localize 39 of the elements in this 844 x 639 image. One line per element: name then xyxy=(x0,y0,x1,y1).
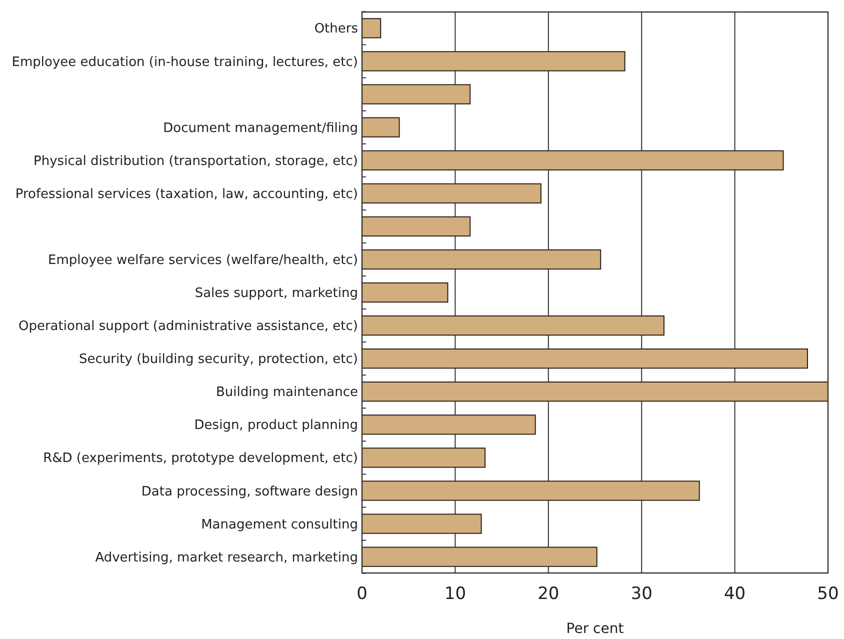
bar xyxy=(362,382,828,402)
bar xyxy=(362,18,382,38)
bar xyxy=(362,84,471,104)
bar xyxy=(362,216,471,237)
x-tick-label: 20 xyxy=(538,584,560,604)
y-tick-label: Employee welfare services (welfare/health, etc) xyxy=(48,253,358,268)
y-tick-label: Building maintenance xyxy=(216,385,358,400)
y-tick-label: Document management/filing xyxy=(163,120,358,136)
y-tick-label: Security (building security, protection, etc) xyxy=(79,352,358,368)
y-tick-label: Employee education (in-house training, lectures, etc) xyxy=(12,54,358,70)
bar xyxy=(362,249,602,270)
bar xyxy=(362,414,536,435)
x-tick-label: 40 xyxy=(724,584,746,604)
y-tick-label: Operational support (administrative assistance, etc) xyxy=(18,319,358,334)
y-tick-label: Data processing, software design xyxy=(141,484,358,500)
y-tick-label: Design, product planning xyxy=(194,418,358,434)
bar xyxy=(362,51,626,72)
y-tick-label: Professional services (taxation, law, accounting, etc) xyxy=(15,186,358,202)
bar xyxy=(362,282,448,303)
bar xyxy=(362,315,664,336)
bar xyxy=(362,546,598,567)
bar xyxy=(362,448,486,468)
y-tick-label: Physical distribution (transportation, storage, etc) xyxy=(34,154,358,169)
x-tick-label: 30 xyxy=(630,584,652,604)
y-tick-label: Management consulting xyxy=(201,517,358,532)
x-axis-title: Per cent xyxy=(566,621,624,637)
x-tick-label: 50 xyxy=(817,584,839,604)
bar xyxy=(362,348,808,369)
bar xyxy=(362,183,542,204)
x-tick-label: 10 xyxy=(444,584,466,604)
bar xyxy=(362,480,700,501)
bar xyxy=(362,117,400,138)
bar xyxy=(362,150,784,170)
x-tick-label: 0 xyxy=(356,584,368,604)
y-tick-label: R&D (experiments, prototype development, etc) xyxy=(43,451,358,466)
bar xyxy=(362,514,482,534)
y-tick-label: Others xyxy=(314,22,358,37)
y-tick-label: Advertising, market research, marketing xyxy=(95,550,358,566)
y-tick-label: Sales support, marketing xyxy=(194,286,358,302)
